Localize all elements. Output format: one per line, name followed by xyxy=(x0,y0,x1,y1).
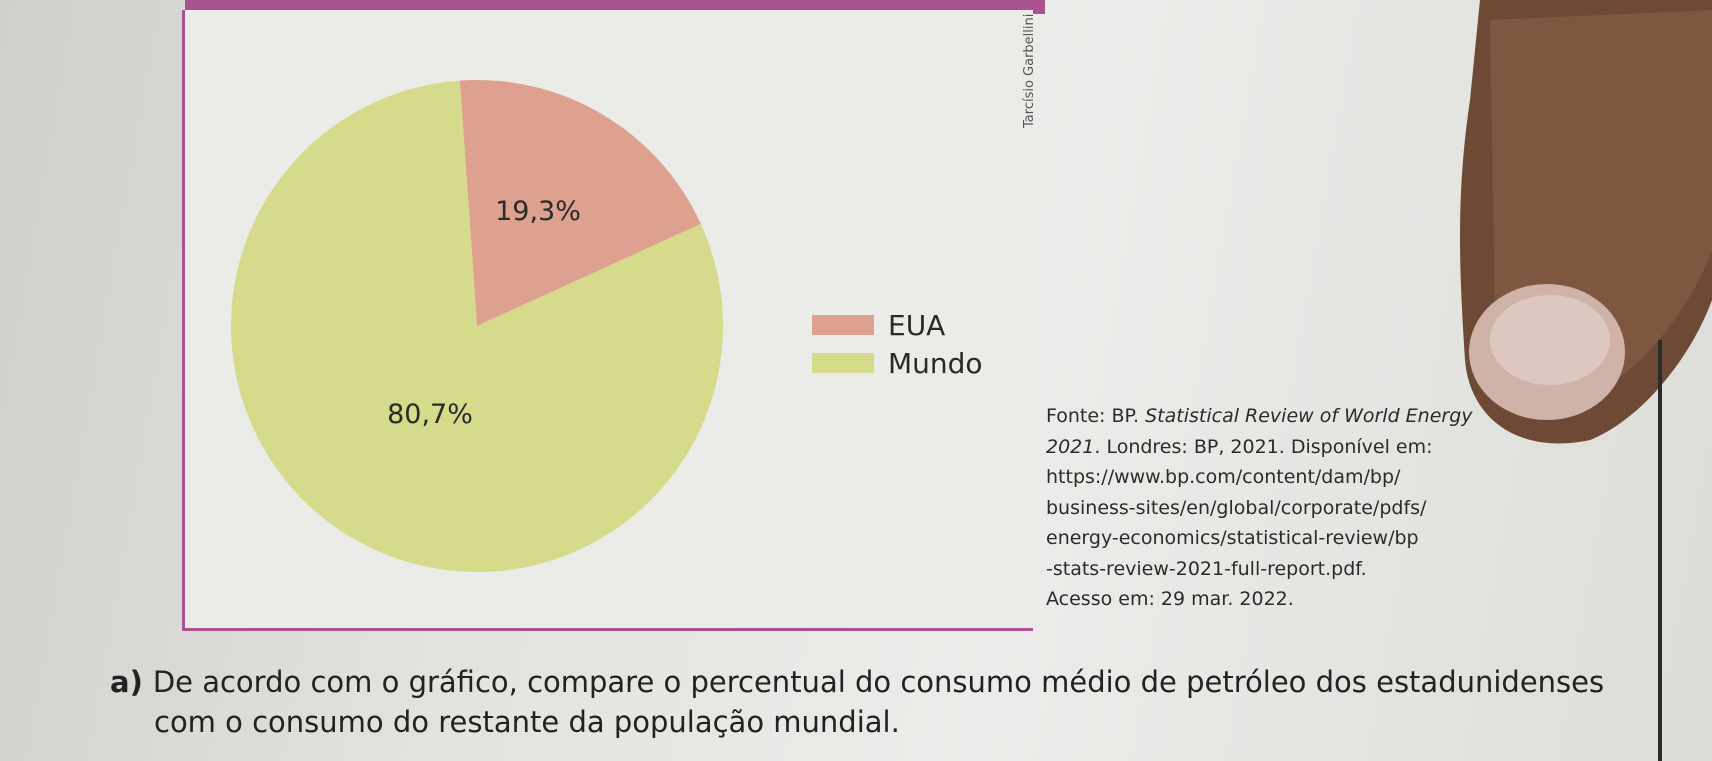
source-url-line-6: -stats-review-2021-full-report.pdf. xyxy=(1046,557,1367,580)
source-line-1: Fonte: BP. Statistical Review of World E… xyxy=(1046,405,1473,427)
legend-label-eua: EUA xyxy=(888,308,946,342)
legend-swatch-mundo xyxy=(812,353,874,373)
pie-data-label-eua: 19,3% xyxy=(495,196,581,227)
question-letter: a) xyxy=(110,665,143,699)
pie-slice-eua xyxy=(459,79,701,326)
exercise-question: a) De acordo com o gráfico, compare o per… xyxy=(110,662,1670,742)
chart-legend: EUA Mundo xyxy=(812,306,983,382)
legend-label-mundo: Mundo xyxy=(888,346,983,380)
legend-item-eua: EUA xyxy=(812,306,983,344)
source-access-date: Acesso em: 29 mar. 2022. xyxy=(1046,588,1294,610)
source-url-line-4: business-sites/en/global/corporate/pdfs/ xyxy=(1046,496,1427,519)
pie-slice-mundo xyxy=(230,80,723,572)
legend-item-mundo: Mundo xyxy=(812,344,983,382)
pie-data-label-mundo: 80,7% xyxy=(387,399,473,430)
source-citation: Fonte: BP. Statistical Review of World E… xyxy=(1046,401,1506,615)
page-edge xyxy=(1658,340,1662,761)
source-line-2: 2021. Londres: BP, 2021. Disponível em: xyxy=(1046,435,1433,458)
question-line-2: com o consumo do restante da população m… xyxy=(154,705,900,739)
question-line-1: a) De acordo com o gráfico, compare o per… xyxy=(110,665,1605,699)
legend-swatch-eua xyxy=(812,315,874,335)
source-url-line-5: energy-economics/statistical-review/bp xyxy=(1046,527,1419,549)
source-url-line-3: https://www.bp.com/content/dam/bp/ xyxy=(1046,466,1401,488)
